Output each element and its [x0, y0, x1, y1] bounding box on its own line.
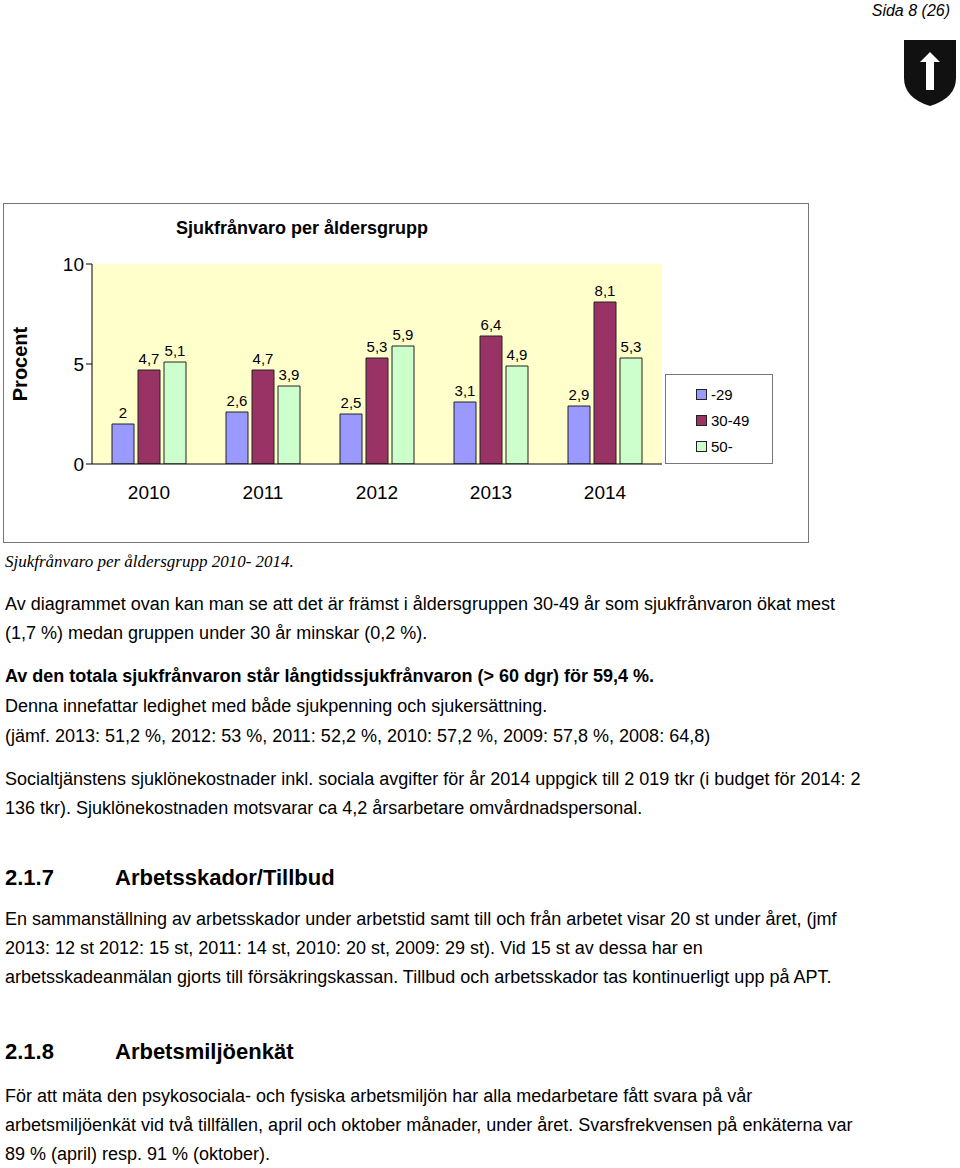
svg-text:5,9: 5,9: [393, 326, 414, 343]
svg-text:5,3: 5,3: [621, 338, 642, 355]
html-text:En sammanställning av arbetssk: En sammanställning av arbetsskador under…: [5, 909, 837, 987]
svg-text:2,9: 2,9: [569, 386, 590, 403]
html-text:Socialtjänstens sjuklönekostna: Socialtjänstens sjuklönekostnader inkl. …: [5, 769, 861, 818]
html-text:(jämf. 2013: 51,2 %, 2012: 53: (jämf. 2013: 51,2 %, 2012: 53 %, 2011: 5…: [5, 726, 711, 746]
svg-text:3,1: 3,1: [455, 382, 476, 399]
html-text:2.1.8: 2.1.8: [5, 1039, 54, 1064]
svg-text:2012: 2012: [356, 482, 398, 503]
html-text:Denna innefattar ledighet med: Denna innefattar ledighet med både sjukp…: [5, 696, 548, 716]
html-text:50-: 50-: [711, 437, 733, 455]
svg-text:5: 5: [73, 354, 84, 375]
svg-text:5,1: 5,1: [165, 342, 186, 359]
svg-text:2,6: 2,6: [227, 392, 248, 409]
svg-text:6,4: 6,4: [481, 316, 502, 333]
svg-text:8,1: 8,1: [595, 282, 616, 299]
svg-text:2011: 2011: [243, 482, 284, 503]
html-text:2.1.7: 2.1.7: [5, 865, 54, 890]
html-text:Arbetsmiljöenkät: Arbetsmiljöenkät: [115, 1039, 294, 1064]
html-text:Av den totala sjukfrånvaron st: Av den totala sjukfrånvaron står långtid…: [5, 666, 654, 686]
svg-text:4,9: 4,9: [507, 346, 528, 363]
svg-text:4,7: 4,7: [253, 350, 274, 367]
svg-text:5,3: 5,3: [367, 338, 388, 355]
svg-text:2013: 2013: [470, 482, 512, 503]
svg-text:4,7: 4,7: [139, 350, 160, 367]
html-text:Arbetsskador/Tillbud: Arbetsskador/Tillbud: [115, 865, 335, 890]
html-text:Sida 8 (26): Sida 8 (26): [871, 2, 950, 19]
svg-text:2010: 2010: [128, 482, 170, 503]
html-text:Sjukfrånvaro per åldersgrupp 2: Sjukfrånvaro per åldersgrupp 2010- 2014.: [5, 552, 294, 571]
svg-text:Procent: Procent: [9, 326, 31, 401]
html-text:30-49: 30-49: [711, 411, 750, 429]
svg-text:10: 10: [63, 254, 84, 275]
html-text:-29: -29: [711, 385, 733, 403]
svg-text:3,9: 3,9: [279, 366, 300, 383]
svg-text:0: 0: [73, 454, 84, 475]
html-text:Av diagrammet ovan kan man se: Av diagrammet ovan kan man se att det är…: [5, 594, 836, 643]
svg-text:2,5: 2,5: [341, 394, 362, 411]
html-text:Sjukfrånvaro per åldersgrupp: Sjukfrånvaro per åldersgrupp: [176, 218, 429, 238]
svg-text:2014: 2014: [584, 482, 627, 503]
html-text:För att mäta den psykosociala-: För att mäta den psykosociala- och fysis…: [5, 1086, 853, 1164]
svg-text:2: 2: [119, 404, 127, 421]
